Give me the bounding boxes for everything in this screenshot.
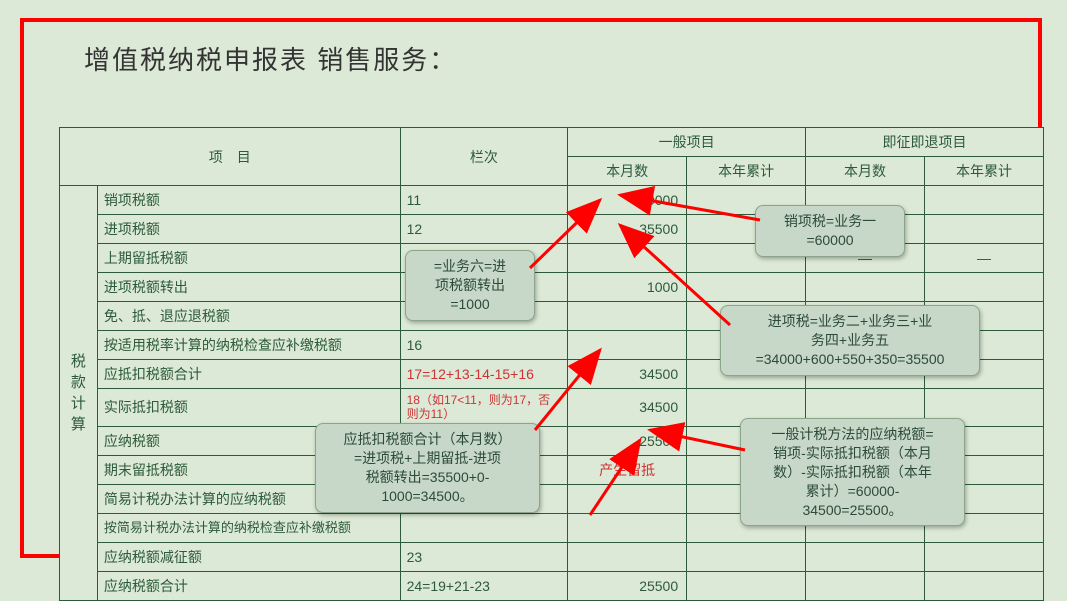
row-col: 11 xyxy=(400,186,568,215)
cell-m1 xyxy=(568,484,687,513)
row-col: 17=12+13-14-15+16 xyxy=(400,360,568,389)
cell-m1: 34500 xyxy=(568,360,687,389)
cell-m1: 25500 xyxy=(568,571,687,600)
cell-m1 xyxy=(568,542,687,571)
cell-m2 xyxy=(806,571,925,600)
row-label: 进项税额转出 xyxy=(97,273,400,302)
cell-m1 xyxy=(568,244,687,273)
header-general: 一般项目 xyxy=(568,128,806,157)
callout-text: =业务六=进项税额转出=1000 xyxy=(434,258,506,312)
cell-y2 xyxy=(925,542,1044,571)
cell-m1 xyxy=(568,513,687,542)
callout-2: 销项税=业务一=60000 xyxy=(755,205,905,257)
cell-y2: — xyxy=(925,244,1044,273)
cell-y2 xyxy=(925,571,1044,600)
header-year-2: 本年累计 xyxy=(925,157,1044,186)
cell-m2 xyxy=(806,273,925,302)
cell-y1 xyxy=(687,273,806,302)
callout-3: 进项税=业务二+业务三+业务四+业务五=34000+600+550+350=35… xyxy=(720,305,980,376)
cell-y2 xyxy=(925,273,1044,302)
header-year-1: 本年累计 xyxy=(687,157,806,186)
header-col: 栏次 xyxy=(400,128,568,186)
row-col xyxy=(400,513,568,542)
table-row: 应纳税额合计 24=19+21-23 25500 xyxy=(60,571,1044,600)
header-month-2: 本月数 xyxy=(806,157,925,186)
row-label: 按适用税率计算的纳税检查应补缴税额 xyxy=(97,331,400,360)
callout-1: =业务六=进项税额转出=1000 xyxy=(405,250,535,321)
table-row: 应纳税额减征额 23 xyxy=(60,542,1044,571)
page-title: 增值税纳税申报表 销售服务： xyxy=(84,40,457,77)
cell-y1 xyxy=(687,542,806,571)
cell-m2 xyxy=(806,542,925,571)
cell-m1: 60000 xyxy=(568,186,687,215)
cell-m1 xyxy=(568,331,687,360)
row-col: 23 xyxy=(400,542,568,571)
row-col: 12 xyxy=(400,215,568,244)
row-label: 进项税额 xyxy=(97,215,400,244)
row-label: 实际抵扣税额 xyxy=(97,389,400,427)
cell-m1: 34500 xyxy=(568,389,687,427)
row-label: 应抵扣税额合计 xyxy=(97,360,400,389)
row-col: 18（如17<11，则为17，否则为11） xyxy=(400,389,568,427)
row-label: 上期留抵税额 xyxy=(97,244,400,273)
cell-y1 xyxy=(687,571,806,600)
row-label: 按简易计税办法计算的纳税检查应补缴税额 xyxy=(97,513,400,542)
callout-text: 销项税=业务一=60000 xyxy=(784,213,876,248)
header-item: 项 目 xyxy=(60,128,401,186)
cell-m1: 35500 xyxy=(568,215,687,244)
row-col: 24=19+21-23 xyxy=(400,571,568,600)
cell-y2 xyxy=(925,215,1044,244)
header-row-1: 项 目 栏次 一般项目 即征即退项目 xyxy=(60,128,1044,157)
cell-m1: 25500 xyxy=(568,426,687,455)
table-row: 进项税额转出 1000 xyxy=(60,273,1044,302)
cell-m1: 产生留抵 xyxy=(568,455,687,484)
callout-4: 应抵扣税额合计（本月数）=进项税+上期留抵-进项税额转出=35500+0-100… xyxy=(315,423,540,513)
callout-5: 一般计税方法的应纳税额=销项-实际抵扣税额（本月数）-实际抵扣税额（本年累计）=… xyxy=(740,418,965,526)
row-label: 销项税额 xyxy=(97,186,400,215)
cell-m1: 1000 xyxy=(568,273,687,302)
header-month-1: 本月数 xyxy=(568,157,687,186)
cell-y2 xyxy=(925,186,1044,215)
callout-text: 应抵扣税额合计（本月数）=进项税+上期留抵-进项税额转出=35500+0-100… xyxy=(344,431,512,504)
row-col: 16 xyxy=(400,331,568,360)
header-refund: 即征即退项目 xyxy=(806,128,1044,157)
row-label: 应纳税额合计 xyxy=(97,571,400,600)
row-label: 应纳税额减征额 xyxy=(97,542,400,571)
cell-m1 xyxy=(568,302,687,331)
callout-text: 一般计税方法的应纳税额=销项-实际抵扣税额（本月数）-实际抵扣税额（本年累计）=… xyxy=(771,426,933,518)
side-label: 税款计算 xyxy=(60,186,98,601)
callout-text: 进项税=业务二+业务三+业务四+业务五=34000+600+550+350=35… xyxy=(756,313,945,367)
row-label: 免、抵、退应退税额 xyxy=(97,302,400,331)
